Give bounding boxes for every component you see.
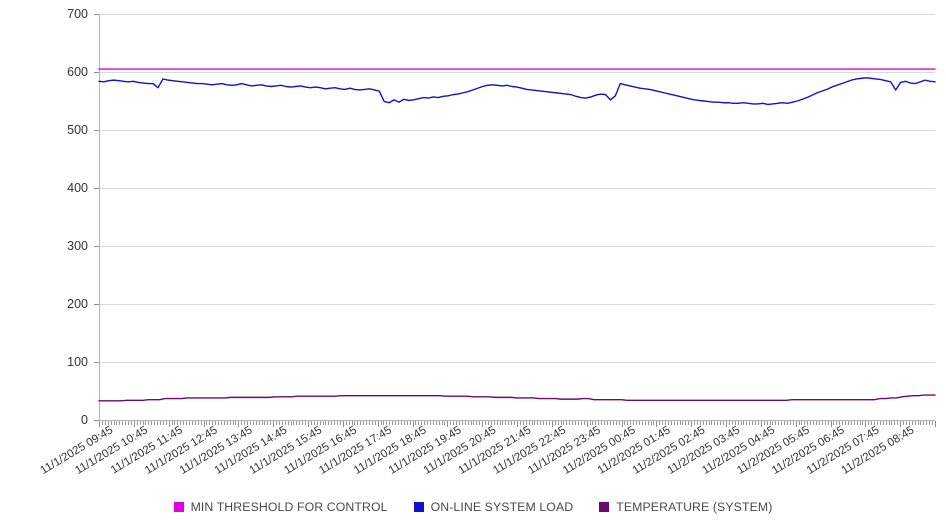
legend-color-swatch-icon [413, 502, 424, 512]
y-axis-tick-label: 600 [67, 65, 88, 79]
legend-color-swatch-icon [173, 502, 184, 512]
legend-item-label: TEMPERATURE (SYSTEM) [616, 500, 773, 514]
y-axis-labels: 0 100 200 300 400 500 600 700 [67, 7, 88, 427]
y-axis-tick-label: 100 [67, 355, 88, 369]
y-axis-tick-label: 200 [67, 297, 88, 311]
axis-lines [99, 14, 935, 421]
legend-item-label: ON-LINE SYSTEM LOAD [430, 500, 574, 514]
y-axis-tick-label: 500 [67, 123, 88, 137]
chart-legend: MIN THRESHOLD FOR CONTROL ON-LINE SYSTEM … [0, 496, 946, 518]
y-axis-tick-label: 400 [67, 181, 88, 195]
series-line [98, 77, 936, 106]
y-axis-tick-label: 300 [67, 239, 88, 253]
legend-item[interactable]: MIN THRESHOLD FOR CONTROL [173, 500, 388, 514]
grid-lines [99, 14, 935, 421]
x-axis-ticks [99, 421, 936, 427]
legend-item[interactable]: ON-LINE SYSTEM LOAD [413, 500, 574, 514]
y-axis-tick-label: 0 [81, 413, 88, 427]
legend-color-swatch-icon [599, 502, 610, 512]
series-line [98, 394, 936, 402]
legend-item-label: MIN THRESHOLD FOR CONTROL [190, 500, 388, 514]
series-lines [98, 68, 936, 402]
legend-item[interactable]: TEMPERATURE (SYSTEM) [599, 500, 772, 514]
y-axis-ticks [94, 14, 99, 421]
y-axis-tick-label: 700 [67, 7, 88, 21]
